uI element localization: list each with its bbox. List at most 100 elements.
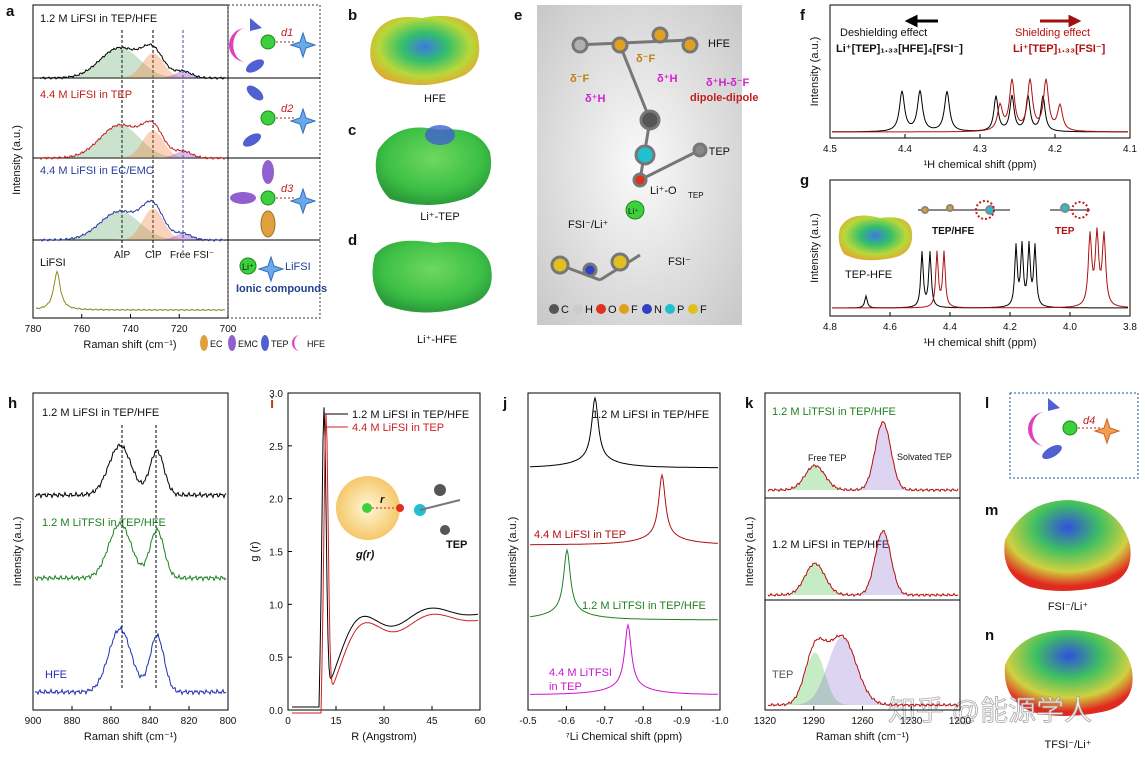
axes-box xyxy=(287,392,481,711)
trace xyxy=(39,120,226,161)
x-tick-label: 1290 xyxy=(803,716,826,727)
x-label: Raman shift (cm⁻¹) xyxy=(816,731,909,743)
y-label: Intensity (a.u.) xyxy=(507,517,519,587)
interaction-label: dipole-dipole xyxy=(690,92,758,104)
x-tick-label: -0.5 xyxy=(519,716,537,727)
component xyxy=(40,71,225,78)
legend-label: F xyxy=(700,304,707,316)
trace xyxy=(832,90,1128,133)
trace-label: 1.2 M LiFSI in TEP/HFE xyxy=(592,409,709,421)
trace-label: 1.2 M LiTFSI in TEP/HFE xyxy=(772,406,896,418)
x-tick-label: 4.4 xyxy=(943,322,957,333)
esp-surface xyxy=(370,15,480,86)
axes-box xyxy=(829,4,1131,139)
esp-surface xyxy=(375,125,492,206)
inset xyxy=(336,476,461,540)
axes-box xyxy=(527,392,721,711)
x-tick-label: -0.6 xyxy=(558,716,576,727)
x-tick-label: 840 xyxy=(142,716,159,727)
mini-molecules xyxy=(918,200,1090,220)
trace xyxy=(530,623,718,695)
x-tick-label: 900 xyxy=(25,716,42,727)
scheme xyxy=(228,18,317,283)
trace xyxy=(39,43,226,80)
panel-letter: c xyxy=(348,122,356,139)
panel-letter: f xyxy=(800,7,806,24)
x-tick-label: 1320 xyxy=(754,716,777,727)
x-tick-label: 0 xyxy=(285,716,291,727)
legend-label: 4.4 M LiFSI in TEP xyxy=(352,422,444,434)
panel-letter: g xyxy=(800,172,809,189)
legend xyxy=(549,304,698,314)
x-tick-label: 860 xyxy=(103,716,120,727)
x-tick-label: 4.0 xyxy=(1063,322,1077,333)
legend-label: EMC xyxy=(238,339,259,349)
component xyxy=(40,125,225,158)
legend-label: TEP xyxy=(271,339,289,349)
mol-label: TEP xyxy=(1055,226,1075,237)
y-label: Intensity (a.u.) xyxy=(809,37,821,107)
x-tick-label: -0.7 xyxy=(596,716,614,727)
esp-surface xyxy=(1004,500,1131,591)
caption: Li⁺-HFE xyxy=(417,334,457,346)
esp-surface xyxy=(1004,630,1133,716)
esp-surface xyxy=(372,240,492,313)
distance-label: d1 xyxy=(281,27,293,39)
component xyxy=(40,47,225,78)
arrow xyxy=(1040,14,1082,28)
trace xyxy=(767,421,959,493)
formula: Li⁺[TEP]₁.₃₃[HFE]₄[FSI⁻] xyxy=(836,43,963,55)
inset-label: TEP xyxy=(446,539,467,551)
effect-label: Shielding effect xyxy=(1015,27,1090,39)
x-tick-label: 4.6 xyxy=(883,322,897,333)
salt-label: LiFSI xyxy=(285,261,311,273)
caption: Li⁺-TEP xyxy=(420,211,459,223)
x-tick-label: 4.1 xyxy=(1123,144,1137,155)
panel-letter: j xyxy=(502,395,507,412)
mol-label: FSI⁻ xyxy=(668,256,691,268)
component xyxy=(768,637,958,705)
y-label: g (r) xyxy=(249,541,261,561)
axes-box xyxy=(32,392,229,711)
component xyxy=(768,563,958,595)
x-tick-label: 45 xyxy=(426,716,438,727)
peak-label: Free TEP xyxy=(808,453,846,463)
trace xyxy=(34,443,227,499)
panel-letter: m xyxy=(985,502,998,519)
legend-label: HFE xyxy=(307,339,325,349)
legend-label: EC xyxy=(210,339,223,349)
ion-label: Li⁺ xyxy=(242,262,254,272)
y-tick-label: 1.5 xyxy=(269,548,283,559)
trace-label: in TEP xyxy=(549,681,582,693)
x-label: ¹H chemical shift (ppm) xyxy=(923,159,1036,171)
trace xyxy=(529,548,718,621)
panel-letter: b xyxy=(348,7,357,24)
x-tick-label: 720 xyxy=(171,324,188,335)
scheme xyxy=(1028,398,1121,460)
component xyxy=(768,652,958,705)
y-tick-label: 1.0 xyxy=(269,600,283,611)
trace xyxy=(832,227,1128,309)
y-tick-label: 2.0 xyxy=(269,495,283,506)
plots: 780 760 740 720 700 4.5 4.4 4.3 4.2 4.1 ¹H chemica… xyxy=(12,4,1137,743)
trace xyxy=(292,407,479,708)
distance-label: d2 xyxy=(281,103,293,115)
interaction-label: δ⁺H-δ⁻F xyxy=(706,77,750,89)
trace xyxy=(767,529,959,598)
caption: HFE xyxy=(424,93,446,105)
y-tick-label: 2.5 xyxy=(269,442,283,453)
panel-letter: l xyxy=(985,395,989,412)
scene-box xyxy=(537,5,742,325)
esp-surface xyxy=(838,215,913,261)
trace-label: LiFSI xyxy=(40,257,66,269)
charge-label: δ⁺H xyxy=(657,73,677,85)
x-tick-label: -0.8 xyxy=(635,716,653,727)
trace-label: 4.4 M LiFSI in TEP xyxy=(534,529,626,541)
trace xyxy=(530,473,719,546)
x-tick-label: 1200 xyxy=(949,716,972,727)
x-tick-label: 15 xyxy=(330,716,342,727)
y-tick-label: 0.0 xyxy=(269,706,283,717)
component xyxy=(40,233,225,240)
